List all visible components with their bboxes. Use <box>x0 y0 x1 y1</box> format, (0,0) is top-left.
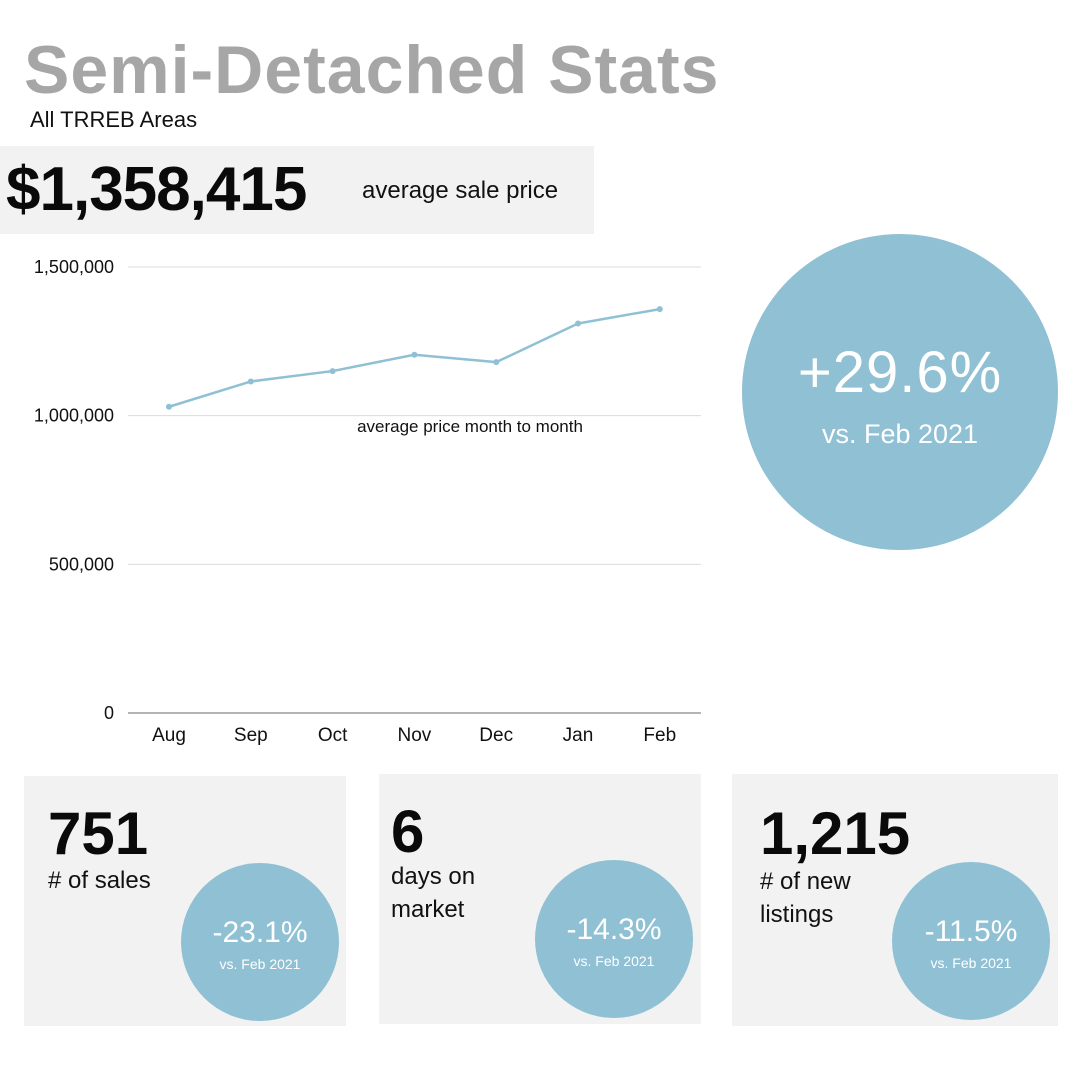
data-point <box>166 403 172 410</box>
days-on-market-change-caption: vs. Feb 2021 <box>573 953 655 969</box>
yoy-change-caption: vs. Feb 2021 <box>821 419 979 449</box>
new-listings-card: 1,215 # of new listings -11.5% vs. Feb 2… <box>732 774 1058 1026</box>
data-point <box>247 378 254 385</box>
days-on-market-card: 6 days on market -14.3% vs. Feb 2021 <box>379 774 701 1024</box>
days-on-market-value: 6 <box>391 798 425 865</box>
new-listings-change-caption: vs. Feb 2021 <box>930 955 1012 971</box>
yoy-change-percent: +29.6% <box>797 340 1003 405</box>
page-title: Semi-Detached Stats <box>24 32 720 108</box>
series-line <box>168 307 661 408</box>
y-tick-label: 1,000,000 <box>34 406 114 426</box>
new-listings-label: # of new listings <box>760 868 851 928</box>
x-tick-label: Feb <box>643 725 676 746</box>
y-tick-label: 1,500,000 <box>34 257 114 277</box>
x-tick-label: Dec <box>479 725 513 746</box>
x-tick-label: Jan <box>563 725 594 746</box>
x-tick-label: Aug <box>152 725 186 746</box>
new-listings-change-circle: -11.5% vs. Feb 2021 <box>892 862 1050 1020</box>
new-listings-change-percent: -11.5% <box>924 915 1018 948</box>
y-tick-label: 0 <box>104 703 114 723</box>
sales-change-caption: vs. Feb 2021 <box>219 956 301 972</box>
yoy-change-circle: +29.6% vs. Feb 2021 <box>742 234 1058 550</box>
new-listings-value: 1,215 <box>760 800 911 867</box>
y-tick-label: 500,000 <box>49 554 114 574</box>
data-point <box>575 320 581 327</box>
price-line-chart: 0 500,000 1,000,000 1,500,000 Aug Sep Oct Nov De… <box>34 257 701 746</box>
x-tick-label: Nov <box>398 725 432 746</box>
days-on-market-change-percent: -14.3% <box>566 913 662 946</box>
x-tick-label: Oct <box>318 725 348 746</box>
average-price-value: $1,358,415 <box>6 155 307 224</box>
days-on-market-label: days on market <box>391 863 476 923</box>
average-price-panel: $1,358,415 average sale price <box>0 146 594 234</box>
days-on-market-change-circle: -14.3% vs. Feb 2021 <box>535 860 693 1018</box>
sales-label: # of sales <box>48 867 151 894</box>
chart-annotation: average price month to month <box>357 417 583 436</box>
data-point <box>656 306 663 313</box>
data-point <box>329 368 336 375</box>
sales-change-circle: -23.1% vs. Feb 2021 <box>181 863 339 1021</box>
sales-card: 751 # of sales -23.1% vs. Feb 2021 <box>24 776 346 1026</box>
x-tick-label: Sep <box>234 725 268 746</box>
data-point <box>411 351 418 358</box>
page-subtitle: All TRREB Areas <box>30 107 198 132</box>
data-point <box>493 359 500 366</box>
average-price-label: average sale price <box>362 177 559 204</box>
sales-value: 751 <box>48 800 149 867</box>
sales-change-percent: -23.1% <box>212 916 308 949</box>
